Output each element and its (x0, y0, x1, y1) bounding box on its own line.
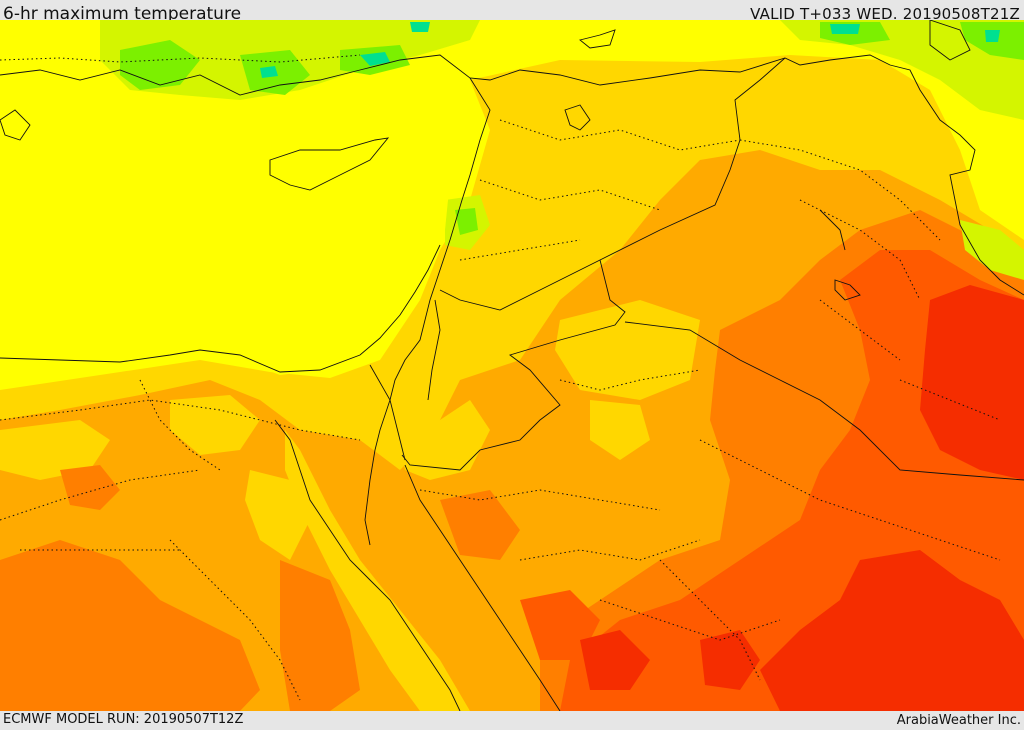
temperature-map (0, 20, 1024, 711)
valid-time: VALID T+033 WED. 20190508T21Z (750, 5, 1020, 23)
map-footer: ECMWF MODEL RUN: 20190507T12Z ArabiaWeat… (0, 711, 1024, 729)
mediterranean-sea (0, 85, 470, 375)
red-sea (285, 430, 470, 711)
model-run-label: ECMWF MODEL RUN: 20190507T12Z (3, 712, 244, 727)
red-zone (920, 285, 1024, 480)
brand-label: ArabiaWeather Inc. (896, 713, 1021, 728)
map-title: 6-hr maximum temperature (3, 4, 242, 24)
map-header: 6-hr maximum temperature VALID T+033 WED… (0, 0, 1024, 24)
borders (0, 20, 1024, 711)
admin-boundaries (0, 54, 1001, 701)
